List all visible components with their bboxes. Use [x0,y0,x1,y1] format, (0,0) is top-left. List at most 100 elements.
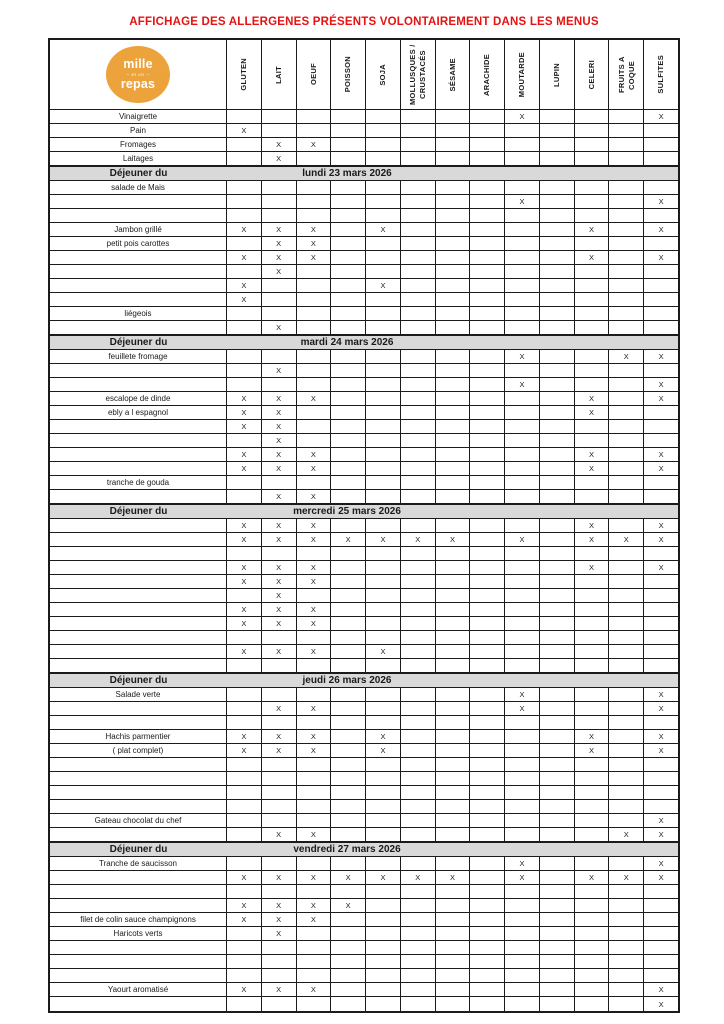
menu-row: petit pois carottes X X [50,237,678,251]
allergen-mark-cell [227,955,262,968]
allergen-mark-cell [470,758,506,771]
allergen-mark-cell: X [658,112,664,121]
allergen-mark-cell [575,702,610,715]
allergen-mark-cell [644,603,678,616]
allergen-mark-cell [505,420,540,433]
allergen-mark-cell [609,448,645,461]
allergen-mark-cell [540,293,575,306]
allergen-mark-cell [575,814,610,827]
allergen-mark-cell: X [297,702,332,715]
allergen-mark-cell: X [227,462,262,475]
allergen-mark-cell [540,800,575,813]
allergen-mark-cell [540,251,575,264]
allergen-mark-cell: X [262,434,297,447]
allergen-mark-cell [575,828,610,841]
dish-label [50,321,227,334]
allergen-mark-cell [262,124,297,137]
allergen-mark-cell [262,857,297,870]
allergen-mark-cell [366,786,401,799]
allergen-mark-cell [401,814,436,827]
column-header-label: SOJA [378,63,388,86]
table-header: mille – et un – repas GLUTEN LAIT OEUF POIS… [50,40,678,110]
menu-row: X [50,321,678,335]
allergen-mark-cell [297,659,332,672]
column-header: LAIT [262,40,297,109]
allergen-mark-cell [331,927,367,940]
column-header: MOUTARDE [505,40,540,109]
allergen-mark-cell [470,350,506,363]
dish-label [50,279,227,292]
allergen-mark-cell [436,138,471,151]
allergen-mark-cell: X [227,124,262,137]
allergen-mark-cell [331,913,367,926]
allergen-mark-cell [227,800,262,813]
allergen-mark-cell: X [366,744,401,757]
allergen-mark-cell [505,138,540,151]
dish-label [50,885,227,898]
allergen-mark-cell: X [262,617,297,630]
column-header: GLUTEN [227,40,262,109]
allergen-mark-cell: X [262,364,297,377]
allergen-mark-cell [540,476,575,489]
column-header-label: POISSON [343,56,353,93]
allergen-mark-cell [644,293,678,306]
allergen-mark-cell: X [366,645,401,658]
dish-label: Salade verte [50,688,227,701]
allergen-mark-cell [297,688,332,701]
dish-label: filet de colin sauce champignons [50,913,227,926]
allergen-mark-cell [505,251,540,264]
allergen-mark-cell [540,448,575,461]
allergen-mark-cell [609,392,645,405]
allergen-mark-cell [262,688,297,701]
allergen-mark-cell [436,659,471,672]
allergen-mark-cell [470,110,506,123]
allergen-mark-cell [609,800,645,813]
allergen-mark-cell [470,702,506,715]
allergen-mark-cell [609,589,645,602]
allergen-mark-cell [644,237,678,250]
allergen-mark-cell [262,279,297,292]
allergen-mark-cell [505,603,540,616]
allergen-mark-cell [366,927,401,940]
allergen-mark-cell [401,659,436,672]
allergen-mark-cell [470,392,506,405]
allergen-mark-cell [436,279,471,292]
allergen-mark-cell [470,969,506,982]
allergen-mark-cell: X [658,859,664,868]
column-header: POISSON [331,40,367,109]
dish-label [50,969,227,982]
allergen-mark-cell [505,885,540,898]
allergen-mark-cell [401,420,436,433]
allergen-mark-cell: X [297,519,332,532]
allergen-mark-cell: X [227,533,262,546]
allergen-mark-cell [505,800,540,813]
day-header-row: Déjeuner du vendredi 27 mars 2026 [50,842,678,857]
allergen-mark-cell [540,420,575,433]
allergen-mark-cell: X [575,406,610,419]
allergen-mark-cell: X [575,392,610,405]
allergen-mark-cell [401,293,436,306]
allergen-mark-cell [609,899,645,912]
allergen-mark-cell [401,321,436,334]
allergen-mark-cell [262,814,297,827]
allergen-mark-cell [505,575,540,588]
allergen-mark-cell [644,589,678,602]
allergen-mark-cell: X [658,690,664,699]
column-header: FRUITS A COQUE [609,40,645,109]
allergen-mark-cell [575,659,610,672]
allergen-mark-cell [470,716,506,729]
allergen-mark-cell: X [262,983,297,996]
dish-label [50,828,227,841]
allergen-mark-cell [297,857,332,870]
allergen-mark-cell [366,758,401,771]
allergen-mark-cell [609,631,645,644]
allergen-mark-cell [366,476,401,489]
allergen-mark-cell: X [658,704,664,713]
allergen-mark-cell [609,293,645,306]
allergen-mark-cell [470,885,506,898]
dish-label: Haricots verts [50,927,227,940]
allergen-mark-cell: X [505,350,540,363]
allergen-mark-cell [644,941,678,954]
